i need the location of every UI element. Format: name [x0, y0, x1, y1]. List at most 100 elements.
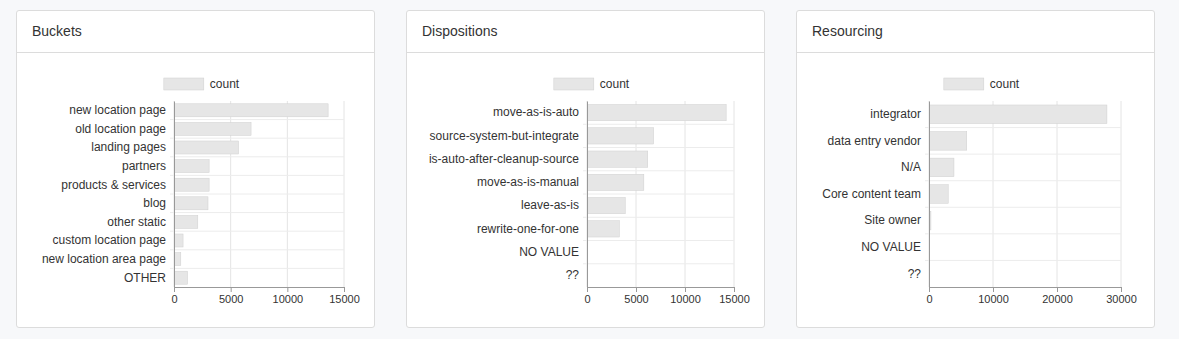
- y-tick: Core content team: [822, 187, 921, 201]
- y-tick: OTHER: [124, 271, 166, 285]
- y-tick-label: products & services: [61, 178, 166, 192]
- y-axis: integratordata entry vendorN/ACore conte…: [822, 102, 929, 288]
- x-axis: 0 10000 20000 30000: [926, 287, 1136, 305]
- legend-swatch: [164, 78, 204, 90]
- chart-svg: 050001000015000new location pageold loca…: [17, 53, 374, 327]
- x-tick-label: 10000: [670, 293, 701, 305]
- row-line: [170, 249, 344, 250]
- y-tick: move-as-is-manual: [477, 175, 579, 189]
- panel: Buckets050001000015000new location pageo…: [16, 10, 375, 328]
- bar: [174, 104, 328, 117]
- row-line: [583, 124, 734, 125]
- legend: count: [554, 77, 630, 91]
- chart-title: Buckets: [17, 11, 374, 53]
- x-tick-label: 0: [926, 293, 932, 305]
- plot: 0 10000 20000 30000 integrator data entry ven…: [822, 101, 1137, 305]
- x-tick: 5000: [219, 287, 243, 305]
- y-tick: other static: [107, 215, 166, 229]
- y-tick: blog: [143, 196, 166, 210]
- x-tick-label: 0: [584, 293, 590, 305]
- x-tick-mark: [344, 287, 345, 292]
- x-axis-line: [175, 288, 345, 293]
- x-tick: 15000: [719, 287, 750, 305]
- y-tick: old location page: [75, 122, 166, 136]
- x-tick-mark: [231, 287, 232, 292]
- legend-label: count: [990, 77, 1020, 91]
- bar: [174, 178, 209, 191]
- row-line: [583, 170, 734, 171]
- y-tick-label: NO VALUE: [861, 240, 921, 254]
- x-tick: 15000: [329, 287, 360, 305]
- bar: [587, 104, 726, 120]
- bar: [929, 185, 948, 204]
- y-tick: Site owner: [864, 213, 921, 227]
- y-tick-label: leave-as-is: [521, 198, 579, 212]
- y-tick-label: blog: [143, 196, 166, 210]
- y-tick: ??: [908, 267, 922, 281]
- y-axis: new location page old location page landin…: [42, 102, 175, 288]
- x-tick: 10000: [978, 287, 1009, 305]
- x-tick-mark: [993, 287, 994, 292]
- y-tick: data entry vendor: [828, 134, 921, 148]
- x-tick-label: 10000: [978, 293, 1009, 305]
- y-axis-line: [929, 102, 930, 288]
- x-tick: 10000: [273, 287, 304, 305]
- bar: [174, 253, 181, 266]
- y-tick: custom location page: [53, 233, 167, 247]
- row-line: [925, 233, 1121, 234]
- row-line: [583, 217, 734, 218]
- legend-swatch: [554, 78, 594, 90]
- bar: [587, 151, 648, 167]
- y-tick-label: old location page: [75, 122, 166, 136]
- y-tick-label: move-as-is-manual: [477, 175, 579, 189]
- y-tick-label: ??: [566, 268, 580, 282]
- y-tick-label: new location page: [69, 103, 166, 117]
- legend-label: count: [210, 77, 240, 91]
- x-tick-label: 30000: [1106, 293, 1137, 305]
- x-tick-mark: [636, 287, 637, 292]
- y-axis-line: [587, 102, 588, 288]
- x-axis-line: [588, 288, 735, 293]
- legend: count: [944, 77, 1020, 91]
- plot: 050001000015000new location pageold loca…: [42, 101, 360, 305]
- x-tick: 0: [584, 287, 590, 305]
- legend: count: [164, 77, 240, 91]
- row-line: [925, 154, 1121, 155]
- y-tick-label: source-system-but-integrate: [430, 129, 580, 143]
- grid-line: [929, 101, 930, 287]
- row-line: [583, 194, 734, 195]
- row-line: [170, 175, 344, 176]
- row-line: [925, 207, 1121, 208]
- x-tick-label: 15000: [329, 293, 360, 305]
- x-tick: 20000: [1042, 287, 1073, 305]
- y-tick: rewrite-one-for-one: [477, 222, 579, 236]
- bar: [929, 158, 954, 177]
- y-tick-label: landing pages: [91, 140, 166, 154]
- y-tick: new location page: [69, 103, 166, 117]
- row-line: [925, 260, 1121, 261]
- row-line: [170, 194, 344, 195]
- chart-svg: 0 10000 20000 30000 integrator data entry ven…: [797, 53, 1154, 327]
- x-tick: 30000: [1106, 287, 1137, 305]
- x-tick-label: 5000: [219, 293, 243, 305]
- legend-swatch: [944, 78, 984, 90]
- x-tick-mark: [174, 287, 175, 292]
- row-line: [583, 240, 734, 241]
- chart-title: Resourcing: [797, 11, 1154, 53]
- x-axis-line: [930, 288, 1122, 293]
- row-line: [170, 119, 344, 120]
- bar: [174, 197, 208, 210]
- row-line: [170, 212, 344, 213]
- bar: [587, 197, 625, 213]
- y-tick: integrator: [870, 107, 921, 121]
- grid-line: [1057, 101, 1058, 287]
- y-tick-label: move-as-is-auto: [493, 105, 579, 119]
- x-tick-mark: [1057, 287, 1058, 292]
- panel: Dispositions050001000015000move-as-is-au…: [406, 10, 765, 328]
- panel: Resourcing 0 10000 20000 30000 integrator data…: [796, 10, 1155, 328]
- bar: [174, 141, 239, 154]
- x-tick: 5000: [624, 287, 648, 305]
- y-tick-label: new location area page: [42, 252, 166, 266]
- y-tick: move-as-is-auto: [493, 105, 579, 119]
- chart-svg: 0 5000 10000 15000 move-as-is-auto source-sys…: [407, 53, 764, 327]
